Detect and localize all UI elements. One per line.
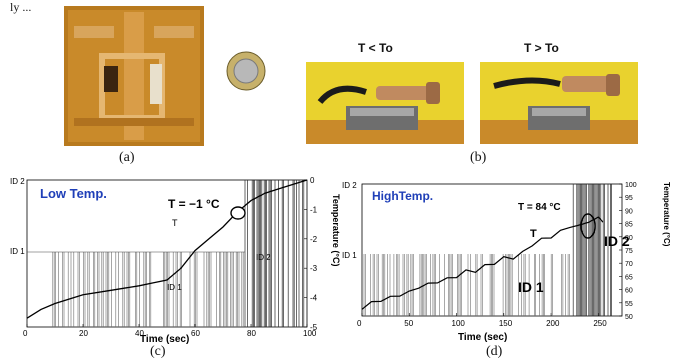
- x-tick-label: 0: [23, 329, 28, 338]
- chart-d-region-1: ID 1: [518, 279, 544, 295]
- chart-d-xlabel: Time (sec): [458, 332, 507, 343]
- caption-d: (d): [486, 344, 503, 359]
- chart-d-region-2: ID 2: [604, 233, 630, 249]
- chart-c-y-left-mid: ID 1: [10, 247, 25, 256]
- chart-c-annotation: T = −1 °C: [168, 197, 220, 211]
- chart-d-y-left-mid: ID 1: [342, 251, 357, 260]
- x-tick-label: 250: [593, 319, 607, 328]
- chart-d-barcode: [363, 184, 612, 316]
- caption-a: (a): [119, 150, 135, 165]
- y-tick-label: 0: [310, 176, 315, 185]
- y-tick-label: 50: [625, 314, 633, 321]
- x-tick-label: 150: [499, 319, 513, 328]
- y-tick-label: 85: [625, 222, 633, 229]
- label-t-greater: T > To: [524, 41, 559, 55]
- chart-c-xlabel: Time (sec): [140, 334, 189, 344]
- chart-d: 0 50 100 150 200 250 10095908580757065605550 …: [342, 181, 671, 343]
- y-tick-label: 60: [625, 288, 633, 295]
- chart-c-ylabel-right: Temperature (°C): [331, 194, 340, 266]
- x-tick-label: 20: [79, 329, 88, 338]
- chart-c: 0 20 40 60 80 100 0 -1 -2 -3 -4 -5 Low Temp. T = −…: [10, 176, 340, 344]
- y-tick-label: 75: [625, 248, 633, 255]
- chart-c-temperature-line: [26, 179, 308, 319]
- y-tick-label: -3: [310, 264, 318, 273]
- chart-c-curve-label: T: [172, 218, 178, 228]
- label-t-less: T < To: [358, 41, 393, 55]
- x-tick-label: 60: [191, 329, 200, 338]
- y-tick-label: -5: [310, 323, 318, 332]
- y-tick-label: -1: [310, 205, 318, 214]
- chart-d-curve-label: T: [530, 228, 537, 240]
- coin-image: [226, 51, 266, 91]
- chart-c-barcode: [52, 180, 305, 327]
- caption-c: (c): [150, 344, 166, 359]
- y-tick-label: 65: [625, 274, 633, 281]
- x-tick-label: 100: [452, 319, 466, 328]
- y-tick-label: -2: [310, 235, 318, 244]
- x-tick-label: 80: [247, 329, 256, 338]
- x-tick-label: 0: [357, 319, 362, 328]
- top-text-fragment: ly ...: [10, 0, 32, 14]
- chart-c-region-2: ID 2: [256, 253, 271, 262]
- x-tick-label: 100: [303, 329, 317, 338]
- device-photo: [64, 6, 204, 146]
- chart-d-temperature-line: [361, 216, 604, 310]
- chart-d-ylabel-right: Temperature (°C): [662, 182, 671, 247]
- chart-c-title: Low Temp.: [40, 186, 107, 201]
- y-tick-label: 95: [625, 195, 633, 202]
- chart-c-annotation-circle: [230, 206, 246, 220]
- actuator-photo-hot: [480, 62, 638, 144]
- x-tick-label: 40: [135, 329, 144, 338]
- y-tick-label: 80: [625, 235, 633, 242]
- y-tick-label: -4: [310, 294, 318, 303]
- chart-d-annotation: T = 84 °C: [518, 202, 561, 213]
- actuator-photo-cold: [306, 62, 464, 144]
- y-tick-label: 90: [625, 208, 633, 215]
- chart-d-y-left-top: ID 2: [342, 181, 357, 190]
- chart-d-title: HighTemp.: [372, 189, 433, 203]
- caption-b: (b): [470, 150, 487, 165]
- y-tick-label: 55: [625, 301, 633, 308]
- y-tick-label: 100: [625, 182, 637, 189]
- chart-c-region-1: ID 1: [167, 283, 182, 292]
- x-tick-label: 200: [546, 319, 560, 328]
- x-tick-label: 50: [404, 319, 413, 328]
- chart-c-y-left-top: ID 2: [10, 177, 25, 186]
- y-tick-label: 70: [625, 261, 633, 268]
- chart-d-annotation-circle: [580, 213, 596, 239]
